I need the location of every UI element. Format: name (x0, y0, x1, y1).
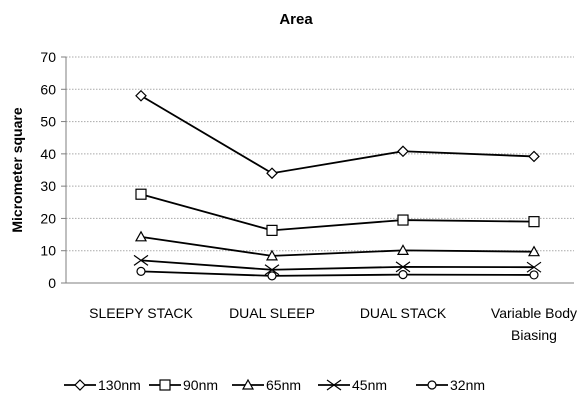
legend-marker (326, 379, 342, 391)
series-65nm (134, 230, 541, 261)
series-32nm (136, 266, 539, 281)
legend-entry: 90nm (149, 377, 218, 393)
chart-title: Area (279, 11, 313, 28)
x-tick-label: Variable Body Biasing (491, 305, 577, 343)
x-tick-label: DUAL STACK (360, 305, 447, 321)
x-tick-label: SLEEPY STACK (89, 305, 193, 321)
legend-marker (159, 379, 171, 391)
x-tick-label: DUAL SLEEP (229, 305, 315, 321)
series-45nm (133, 254, 542, 276)
legend-label: 65nm (266, 377, 301, 393)
y-tick-label: 0 (48, 275, 56, 291)
y-tick-label: 40 (40, 146, 56, 162)
series-line (140, 259, 535, 271)
legend-entry: 65nm (232, 377, 301, 393)
series-line (140, 235, 535, 257)
data-point (135, 89, 147, 102)
series-line (140, 193, 535, 232)
y-tick-label: 10 (40, 243, 56, 259)
series-130nm (135, 89, 540, 180)
legend-label: 32nm (450, 377, 485, 393)
legend-entry: 130nm (64, 377, 141, 393)
y-tick-label: 60 (40, 81, 56, 97)
data-point (134, 230, 148, 242)
data-point (527, 245, 541, 257)
data-point (395, 261, 411, 273)
y-axis-label: Micrometer square (9, 107, 25, 232)
data-point (526, 261, 542, 273)
legend-marker (241, 378, 255, 390)
data-point (528, 216, 540, 228)
legend-label: 45nm (352, 377, 387, 393)
data-point (398, 270, 408, 280)
axes: 0 10 20 30 40 50 60 70 SLEEPY STACK DUAL SLEEP DUA… (40, 49, 577, 343)
y-tick-label: 70 (40, 49, 56, 65)
data-point (397, 145, 409, 158)
series-90nm (135, 188, 540, 236)
data-point (528, 150, 540, 163)
data-point (136, 266, 146, 276)
legend-marker (427, 380, 437, 390)
data-point (267, 271, 277, 281)
data-point (529, 270, 539, 280)
y-tick-label: 50 (40, 114, 56, 130)
legend-entry: 32nm (416, 377, 485, 393)
legend-marker (74, 379, 86, 391)
y-tick-label: 30 (40, 178, 56, 194)
legend-label: 90nm (183, 377, 218, 393)
legend: 130nm 90nm 65nm 45nm 32nm (64, 377, 485, 393)
data-point (266, 224, 278, 236)
data-point (264, 264, 280, 276)
data-point (396, 244, 410, 255)
data-point (266, 167, 278, 180)
data-point (135, 188, 147, 200)
series-line (140, 270, 535, 277)
data-point (265, 249, 279, 261)
data-point (397, 214, 409, 226)
legend-entry: 45nm (318, 377, 387, 393)
y-tick-label: 20 (40, 210, 56, 226)
legend-label: 130nm (98, 377, 141, 393)
series-line (140, 94, 535, 175)
series-lines (133, 89, 542, 281)
data-point (133, 254, 149, 266)
